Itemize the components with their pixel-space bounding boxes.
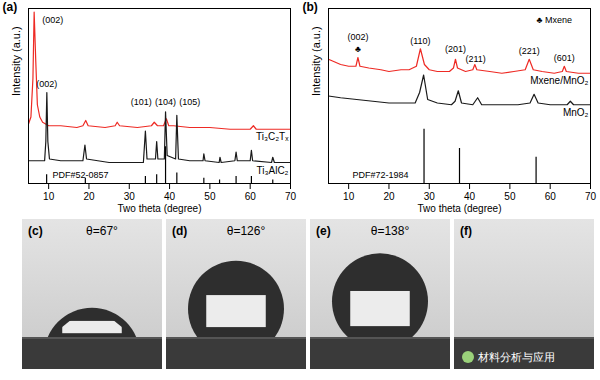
svg-text:Mxene/MnO₂: Mxene/MnO₂ [530, 75, 588, 86]
svg-text:70: 70 [285, 191, 297, 202]
svg-text:(201): (201) [445, 44, 466, 54]
svg-text:(f): (f) [460, 224, 472, 238]
svg-text:θ=126°: θ=126° [227, 224, 266, 238]
svg-text:(221): (221) [519, 46, 540, 56]
svg-text:10: 10 [343, 191, 355, 202]
svg-text:θ=138°: θ=138° [371, 224, 410, 238]
svg-text:(b): (b) [303, 0, 318, 14]
svg-text:(002): (002) [42, 15, 63, 25]
svg-text:60: 60 [245, 191, 257, 202]
svg-text:(105): (105) [179, 97, 200, 107]
svg-text:Ti₃AlC₂: Ti₃AlC₂ [256, 165, 288, 176]
svg-text:PDF#52-0857: PDF#52-0857 [53, 170, 109, 180]
svg-text:(d): (d) [172, 224, 187, 238]
svg-text:(c): (c) [28, 224, 43, 238]
svg-text:Two theta (degree): Two theta (degree) [418, 203, 502, 214]
svg-text:30: 30 [124, 191, 136, 202]
svg-text:Intensity (a.u.): Intensity (a.u.) [310, 26, 322, 96]
svg-text:10: 10 [43, 191, 55, 202]
svg-text:30: 30 [424, 191, 436, 202]
svg-text:70: 70 [585, 191, 597, 202]
svg-text:Intensity (a.u.): Intensity (a.u.) [10, 26, 22, 96]
svg-text:60: 60 [545, 191, 557, 202]
svg-text:50: 50 [504, 191, 516, 202]
svg-text:(002): (002) [347, 32, 368, 42]
svg-text:(e): (e) [316, 224, 331, 238]
svg-text:40: 40 [464, 191, 476, 202]
svg-text:(101): (101) [131, 97, 152, 107]
svg-text:♣: ♣ [355, 44, 361, 54]
svg-text:50: 50 [204, 191, 216, 202]
svg-text:(104): (104) [155, 97, 176, 107]
svg-text:Two theta (degree): Two theta (degree) [118, 203, 202, 214]
svg-text:Ti₃C₂Tₓ: Ti₃C₂Tₓ [256, 131, 289, 142]
svg-text:(110): (110) [410, 36, 430, 46]
svg-text:θ=67°: θ=67° [86, 224, 118, 238]
svg-text:20: 20 [83, 191, 95, 202]
svg-text:(601): (601) [554, 53, 575, 63]
svg-text:40: 40 [164, 191, 176, 202]
svg-text:MnO₂: MnO₂ [563, 107, 589, 118]
svg-text:(002): (002) [36, 79, 57, 89]
svg-text:(a): (a) [3, 0, 18, 14]
svg-text:PDF#72-1984: PDF#72-1984 [353, 170, 409, 180]
svg-text:材料分析与应用: 材料分析与应用 [477, 351, 555, 364]
svg-text:20: 20 [383, 191, 395, 202]
svg-text:♣ Mxene: ♣ Mxene [537, 15, 572, 25]
svg-text:(211): (211) [465, 54, 485, 64]
